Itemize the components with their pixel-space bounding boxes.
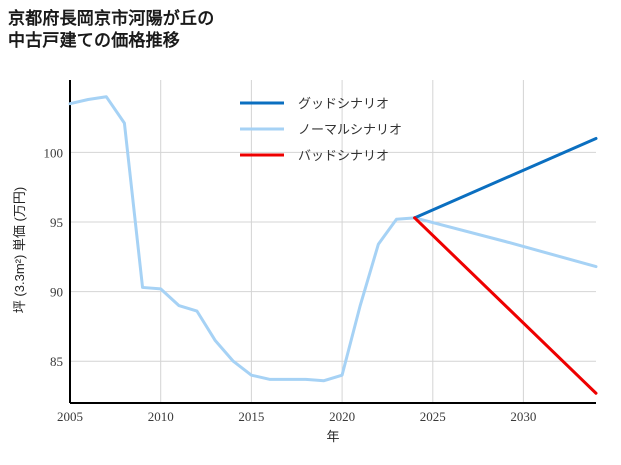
legend-label-0: グッドシナリオ: [298, 96, 389, 111]
y-axis-title: 坪 (3.3m²) 単価 (万円): [12, 187, 27, 313]
x-tick-label: 2015: [238, 409, 264, 424]
x-axis-title: 年: [326, 429, 339, 444]
series-line-グッドシナリオ: [413, 136, 598, 220]
x-tick-label: 2005: [57, 409, 83, 424]
x-tick-labels: 2005 2010 2015 2020 2025 2030: [57, 409, 536, 424]
chart-title-line-2: 中古戸建ての価格推移: [8, 31, 180, 51]
y-tick-label: 100: [44, 145, 64, 160]
x-tick-label: 2010: [148, 409, 174, 424]
chart-title: 京都府長岡京市河陽が丘の 中古戸建ての価格推移: [8, 8, 428, 53]
y-tick-label: 85: [50, 354, 63, 369]
x-tick-label: 2025: [420, 409, 446, 424]
series-line-バッドシナリオ: [413, 216, 598, 395]
axis-lines: [69, 80, 596, 404]
y-tick-label: 90: [50, 285, 63, 300]
gridlines: [70, 80, 596, 403]
series-line-ノーマルシナリオ: [68, 95, 598, 383]
y-tick-label: 95: [50, 215, 63, 230]
y-tick-labels: 100 95 90 85: [44, 145, 64, 369]
x-tick-label: 2030: [510, 409, 536, 424]
x-tick-label: 2020: [329, 409, 355, 424]
legend-label-2: バッドシナリオ: [298, 148, 389, 163]
legend-label-1: ノーマルシナリオ: [298, 122, 402, 137]
chart-title-line-1: 京都府長岡京市河陽が丘の: [8, 9, 215, 28]
series-lines: [68, 95, 598, 395]
